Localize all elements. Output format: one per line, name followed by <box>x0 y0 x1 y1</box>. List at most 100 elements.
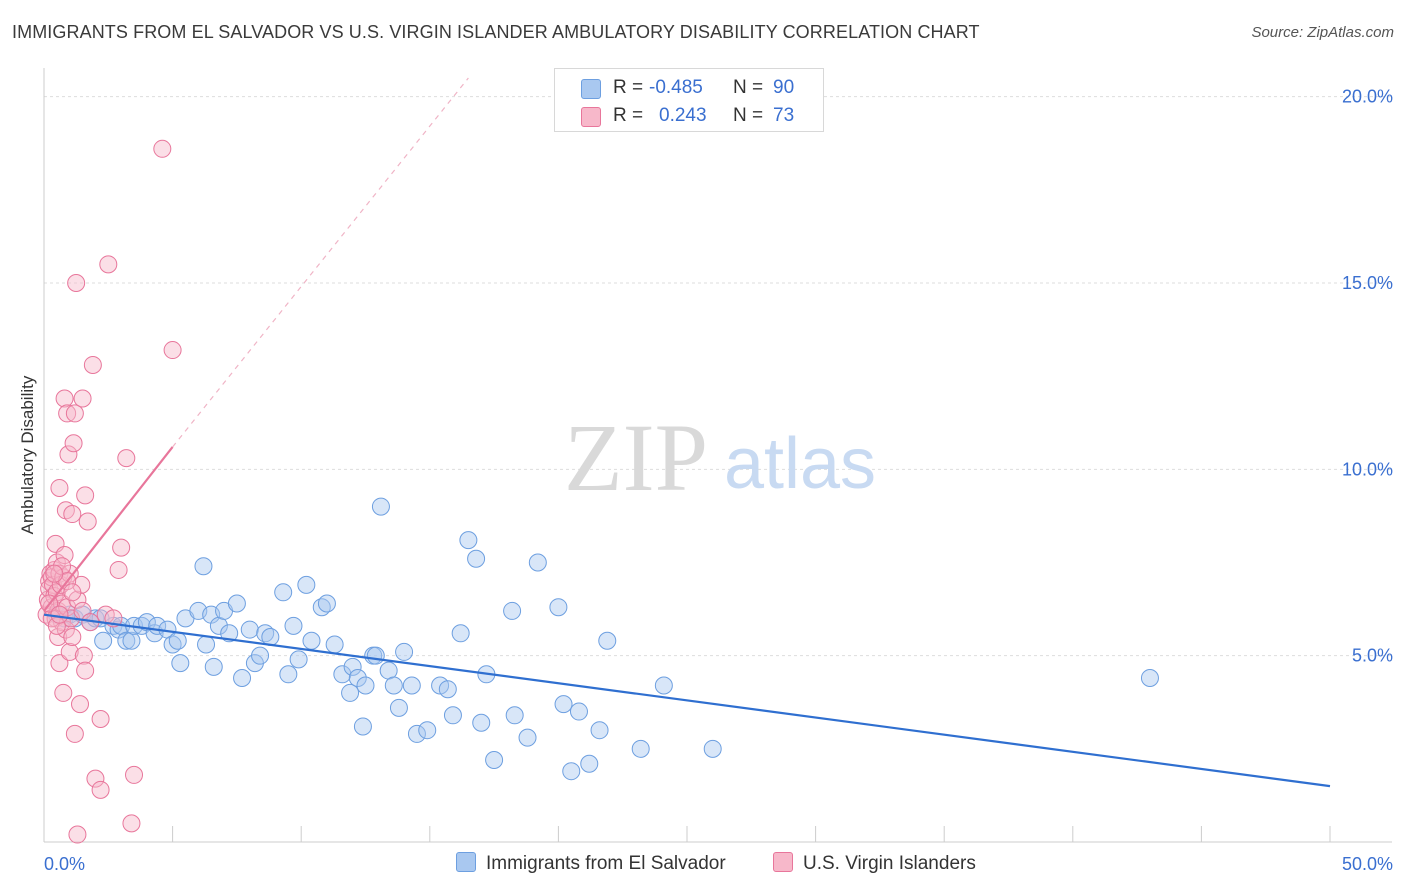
virgin-islander-point <box>50 605 69 624</box>
virgin-islander-point <box>76 486 95 505</box>
bottom-legend-el-salvador: Immigrants from El Salvador <box>456 852 726 876</box>
el-salvador-point <box>467 549 486 568</box>
source-label: Source: ZipAtlas.com <box>1251 24 1394 41</box>
correlation-legend: R = -0.485 N = 90 R = 0.243 N = 73 <box>554 68 824 132</box>
el-salvador-point <box>384 676 403 695</box>
el-salvador-point <box>171 654 190 673</box>
virgin-islander-point <box>125 765 144 784</box>
virgin-islander-point <box>163 341 182 360</box>
el-salvador-point <box>274 583 293 602</box>
virgin-islander-point <box>56 620 75 639</box>
virgin-islander-point <box>83 355 102 374</box>
watermark-zip: ZIP <box>564 404 708 511</box>
virgin-islander-point <box>60 642 79 661</box>
virgin-islander-point <box>63 505 82 524</box>
el-salvador-point <box>117 631 136 650</box>
y-axis-label: Ambulatory Disability <box>18 375 37 535</box>
bottom-legend-label: U.S. Virgin Islanders <box>803 853 976 874</box>
bottom-legend-swatch-pink <box>773 852 793 872</box>
x-tick-label: 50.0% <box>1342 854 1393 874</box>
el-salvador-point <box>505 706 524 725</box>
legend-swatch-blue <box>581 79 601 99</box>
el-salvador-point <box>590 721 609 740</box>
el-salvador-point <box>402 676 421 695</box>
virgin-islander-point <box>55 389 74 408</box>
y-tick-label: 20.0% <box>1342 87 1393 107</box>
el-salvador-point <box>220 624 239 643</box>
el-salvador-point <box>279 665 298 684</box>
el-salvador-point <box>438 680 457 699</box>
virgin-islander-point <box>65 404 84 423</box>
el-salvador-point <box>1140 669 1159 688</box>
el-salvador-point <box>366 646 385 665</box>
virgin-islander-point <box>50 478 69 497</box>
virgin-islander-trend-line <box>43 446 174 612</box>
legend-n-label: N = <box>733 105 764 126</box>
y-tick-label: 5.0% <box>1352 646 1393 666</box>
el-salvador-point <box>528 553 547 572</box>
virgin-islander-point <box>74 646 93 665</box>
el-salvador-point <box>451 624 470 643</box>
el-salvador-point <box>418 721 437 740</box>
y-tick-label: 15.0% <box>1342 273 1393 293</box>
virgin-islander-point <box>91 710 110 729</box>
el-salvador-point <box>554 695 573 714</box>
tick-labels: 5.0% 10.0% 15.0% 20.0% 0.0% 50.0% <box>44 87 1393 874</box>
virgin-islander-point <box>72 575 91 594</box>
legend-swatch-pink <box>581 107 601 127</box>
bottom-legend-label: Immigrants from El Salvador <box>486 853 726 874</box>
el-salvador-point <box>356 676 375 695</box>
el-salvador-trend-line <box>43 613 1331 788</box>
el-salvador-point <box>389 698 408 717</box>
virgin-islander-point <box>73 389 92 408</box>
el-salvador-point <box>395 642 414 661</box>
el-salvador-point <box>317 594 336 613</box>
el-salvador-point <box>325 635 344 654</box>
virgin-islander-point <box>91 780 110 799</box>
virgin-islander-point <box>60 564 79 583</box>
el-salvador-point <box>407 724 426 743</box>
legend-r-label: R = <box>613 105 644 126</box>
virgin-islander-point <box>99 255 118 274</box>
virgin-islander-point <box>64 434 83 453</box>
el-salvador-point <box>549 598 568 617</box>
watermark: ZIP atlas <box>564 404 876 511</box>
virgin-islander-point <box>109 560 128 579</box>
virgin-islander-point <box>86 769 105 788</box>
el-salvador-point <box>204 657 223 676</box>
virgin-islander-point <box>78 512 97 531</box>
el-salvador-point <box>503 601 522 620</box>
legend-n-label: N = <box>733 77 764 98</box>
el-salvador-point <box>251 646 270 665</box>
el-salvador-point <box>297 575 316 594</box>
el-salvador-point <box>654 676 673 695</box>
x-tick-label: 0.0% <box>44 854 85 874</box>
el-salvador-point <box>240 620 259 639</box>
el-salvador-point <box>343 657 362 676</box>
legend-n-value: 73 <box>773 105 795 126</box>
el-salvador-point <box>598 631 617 650</box>
el-salvador-point <box>333 665 352 684</box>
virgin-islander-point <box>63 628 82 647</box>
legend-row-virgin-islanders: R = 0.243 N = 73 <box>555 101 823 129</box>
el-salvador-point <box>341 683 360 702</box>
trend-lines <box>43 77 1331 788</box>
el-salvador-point <box>227 594 246 613</box>
el-salvador-point <box>472 713 491 732</box>
el-salvador-point <box>168 631 187 650</box>
legend-r-label: R = <box>613 77 644 98</box>
el-salvador-point <box>194 557 213 576</box>
el-salvador-point <box>703 739 722 758</box>
virgin-islander-point <box>153 139 172 158</box>
el-salvador-point <box>569 702 588 721</box>
watermark-atlas: atlas <box>724 424 876 504</box>
el-salvador-point <box>353 717 372 736</box>
el-salvador-point <box>94 631 113 650</box>
el-salvador-point <box>197 635 216 654</box>
virgin-islander-point <box>54 683 73 702</box>
virgin-islander-point <box>122 814 141 833</box>
virgin-islander-point <box>65 724 84 743</box>
virgin-islander-point <box>112 538 131 557</box>
el-salvador-point <box>371 497 390 516</box>
el-salvador-point <box>443 706 462 725</box>
